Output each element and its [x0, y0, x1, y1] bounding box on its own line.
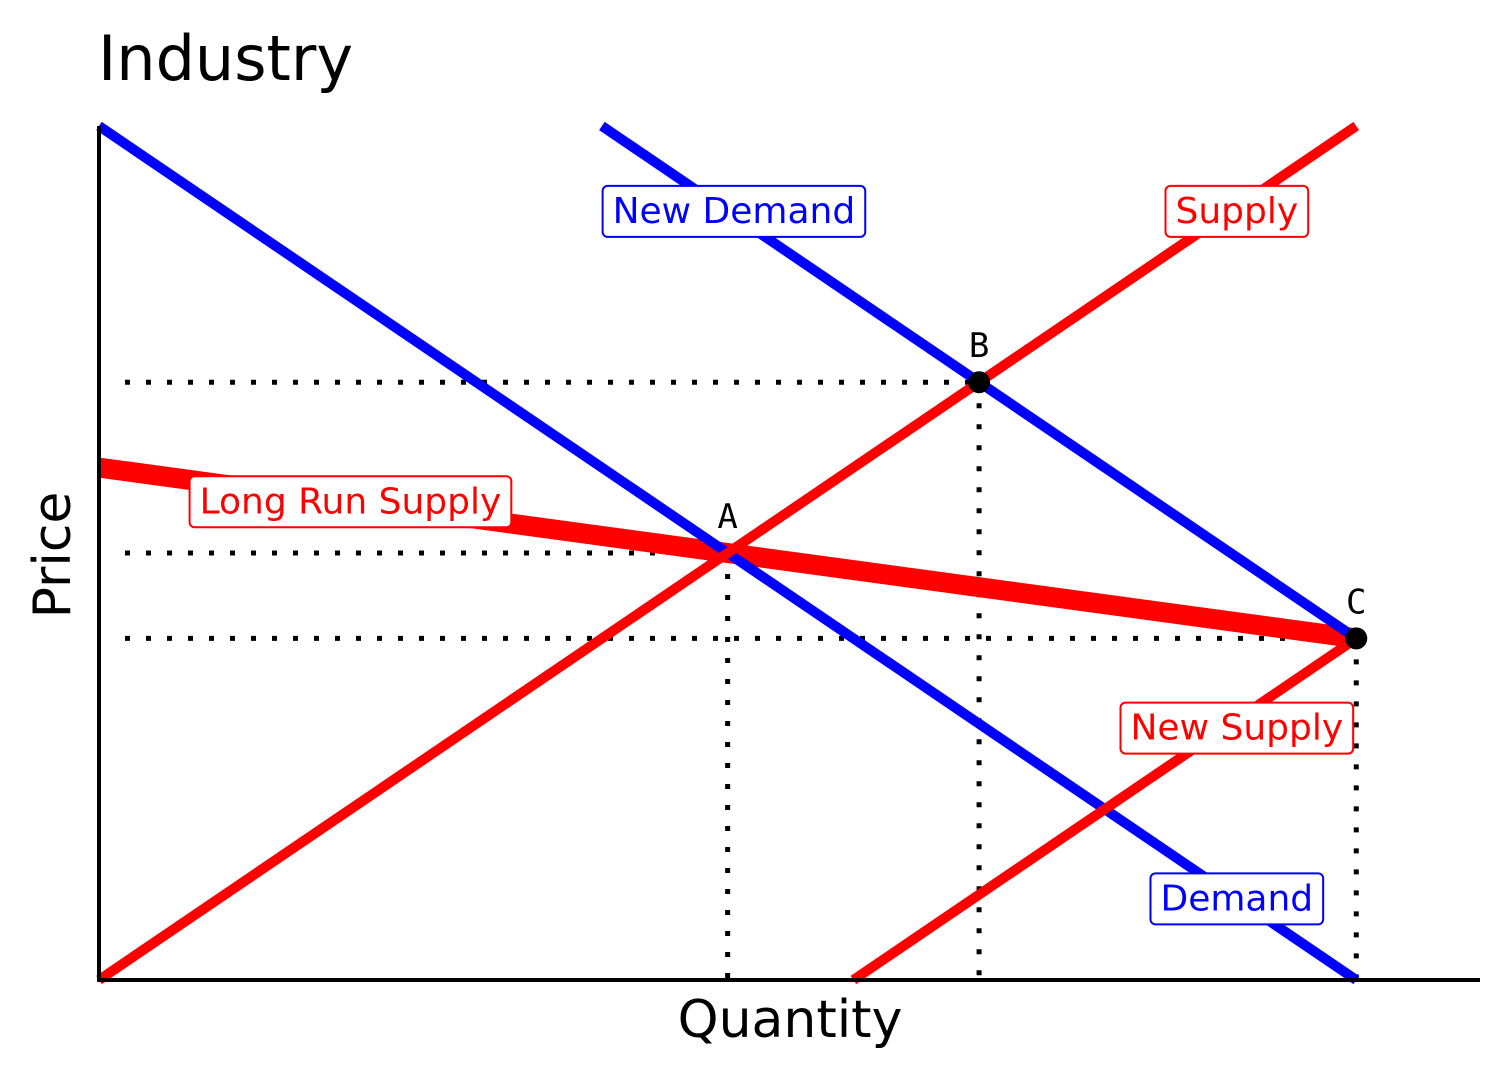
point-b-dot	[968, 371, 991, 394]
axes	[97, 126, 1480, 982]
curve-label-box	[1164, 184, 1310, 238]
curve-labels: Demand New Demand Supply New Supply Long Run…	[188, 184, 1355, 926]
point-c-dot	[1345, 627, 1368, 650]
y-axis-label: Price	[23, 492, 83, 619]
curve-label-text: Demand	[1160, 878, 1313, 919]
curve-label-box	[601, 184, 867, 238]
x-axis-label: Quantity	[678, 990, 903, 1050]
guide-lines	[125, 379, 1359, 980]
series-line-supply	[96, 121, 1360, 985]
curve-label-text: New Demand	[613, 191, 856, 232]
curve-label-text: Long Run Supply	[200, 481, 502, 522]
chart-title: Industry	[98, 22, 353, 95]
curve-label-text: Supply	[1175, 191, 1298, 232]
curve-label-long-run-supply: Long Run Supply	[188, 475, 513, 529]
curve-label-box	[1119, 701, 1355, 755]
curve-label-new-supply: New Supply	[1119, 701, 1355, 755]
curve-label-supply: Supply	[1164, 184, 1310, 238]
curve-label-new-demand: New Demand	[601, 184, 867, 238]
series-line-new-supply	[850, 634, 1360, 985]
point-a-label: A	[717, 497, 737, 537]
point-b-label: B	[969, 326, 989, 366]
curve-label-demand: Demand	[1149, 872, 1325, 926]
curve-label-box	[188, 475, 513, 529]
equilibrium-points: A B C	[717, 326, 1368, 650]
curve-label-box	[1149, 872, 1325, 926]
point-c-label: C	[1346, 582, 1366, 622]
curve-label-text: New Supply	[1131, 708, 1344, 749]
